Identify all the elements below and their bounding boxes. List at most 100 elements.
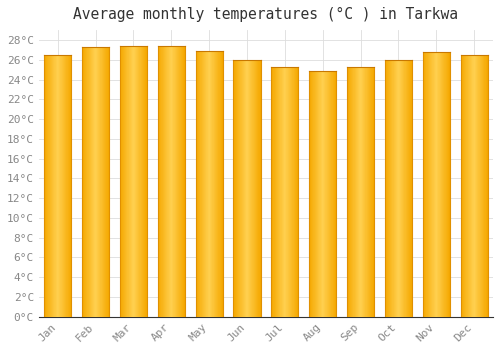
Bar — [391, 60, 392, 317]
Bar — [404, 60, 405, 317]
Bar — [273, 66, 274, 317]
Bar — [65, 55, 66, 317]
Bar — [400, 60, 401, 317]
Bar — [316, 71, 318, 317]
Bar — [293, 66, 294, 317]
Bar — [282, 66, 283, 317]
Bar — [351, 66, 352, 317]
Bar — [127, 46, 128, 317]
Bar — [390, 60, 391, 317]
Bar — [123, 46, 124, 317]
Bar — [175, 46, 176, 317]
Bar — [164, 46, 165, 317]
Bar — [485, 55, 486, 317]
Bar — [291, 66, 292, 317]
Bar — [436, 52, 437, 317]
Bar — [212, 51, 213, 317]
Bar — [297, 66, 298, 317]
Bar — [169, 46, 170, 317]
Bar — [430, 52, 431, 317]
Bar — [52, 55, 53, 317]
Bar — [71, 55, 72, 317]
Bar — [252, 60, 253, 317]
Bar — [60, 55, 61, 317]
Bar — [471, 55, 472, 317]
Bar — [354, 66, 355, 317]
Bar — [402, 60, 403, 317]
Bar — [97, 47, 98, 317]
Bar — [199, 51, 200, 317]
Bar — [335, 71, 336, 317]
Bar — [128, 46, 129, 317]
Bar — [432, 52, 433, 317]
Bar — [434, 52, 435, 317]
Bar — [211, 51, 212, 317]
Bar — [106, 47, 107, 317]
Bar — [105, 47, 106, 317]
Bar — [256, 60, 257, 317]
Bar — [200, 51, 201, 317]
Bar — [257, 60, 258, 317]
Bar — [92, 47, 93, 317]
Bar — [56, 55, 57, 317]
Bar — [475, 55, 476, 317]
Bar — [283, 66, 284, 317]
Bar — [276, 66, 277, 317]
Bar — [179, 46, 180, 317]
Bar — [184, 46, 185, 317]
Bar — [108, 47, 109, 317]
Bar — [274, 66, 275, 317]
Bar — [167, 46, 168, 317]
Bar — [122, 46, 123, 317]
Bar — [407, 60, 408, 317]
Bar — [144, 46, 145, 317]
Bar — [310, 71, 312, 317]
Bar — [213, 51, 214, 317]
Bar — [248, 60, 249, 317]
Bar — [408, 60, 409, 317]
Bar — [86, 47, 87, 317]
Bar — [370, 66, 371, 317]
Bar — [239, 60, 240, 317]
Bar — [466, 55, 467, 317]
Bar — [444, 52, 445, 317]
Bar — [46, 55, 47, 317]
Bar — [389, 60, 390, 317]
Bar — [272, 66, 273, 317]
Bar — [481, 55, 482, 317]
Bar — [284, 66, 285, 317]
Bar — [201, 51, 202, 317]
Bar — [396, 60, 397, 317]
Bar — [255, 60, 256, 317]
Bar — [107, 47, 108, 317]
Bar — [124, 46, 126, 317]
Bar — [330, 71, 331, 317]
Bar — [166, 46, 167, 317]
Bar — [146, 46, 147, 317]
Bar — [163, 46, 164, 317]
Bar — [362, 66, 364, 317]
Bar — [218, 51, 219, 317]
Bar — [251, 60, 252, 317]
Bar — [460, 55, 461, 317]
Bar — [469, 55, 470, 317]
Bar — [472, 55, 473, 317]
Bar — [134, 46, 135, 317]
Bar — [129, 46, 130, 317]
Bar — [372, 66, 373, 317]
Bar — [482, 55, 483, 317]
Bar — [55, 55, 56, 317]
Bar — [206, 51, 207, 317]
Bar — [142, 46, 144, 317]
Bar — [249, 60, 250, 317]
Bar — [322, 71, 324, 317]
Bar — [395, 60, 396, 317]
Bar — [461, 55, 462, 317]
Bar — [83, 47, 84, 317]
Bar — [180, 46, 181, 317]
Bar — [70, 55, 71, 317]
Bar — [320, 71, 321, 317]
Bar — [295, 66, 296, 317]
Bar — [62, 55, 63, 317]
Bar — [181, 46, 182, 317]
